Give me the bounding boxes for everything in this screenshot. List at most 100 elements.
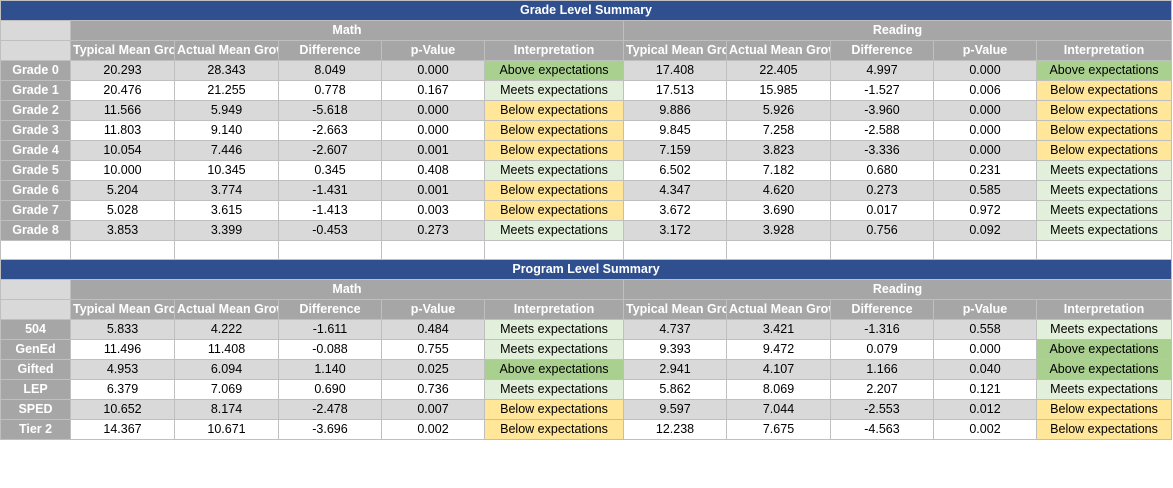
col-header-p-value[interactable]: p-Value [933,40,1037,61]
reading-interpretation-cell[interactable]: Meets expectations [1035,319,1173,340]
row-label-cell[interactable]: Grade 7 [0,200,71,221]
math-interpretation-cell[interactable]: Below expectations [484,419,624,440]
math-actual-mean-growth-cell[interactable]: 3.399 [174,220,279,241]
col-header-difference[interactable]: Difference [278,299,382,320]
program-summary-title[interactable]: Program Level Summary [0,259,1173,280]
empty-cell[interactable] [726,240,831,260]
col-header-p-value[interactable]: p-Value [933,299,1037,320]
math-difference-cell[interactable]: -0.453 [278,220,382,241]
row-label-cell[interactable]: Grade 4 [0,140,71,161]
reading-actual-mean-growth-cell[interactable]: 4.107 [726,359,831,380]
reading-difference-cell[interactable]: 0.079 [830,339,934,360]
reading-interpretation-cell[interactable]: Below expectations [1035,80,1173,101]
math-p-value-cell[interactable]: 0.000 [381,120,485,141]
reading-difference-cell[interactable]: -1.527 [830,80,934,101]
math-actual-mean-growth-cell[interactable]: 8.174 [174,399,279,420]
reading-actual-mean-growth-cell[interactable]: 22.405 [726,60,831,81]
reading-typical-mean-growth-cell[interactable]: 9.886 [623,100,727,121]
row-label-cell[interactable]: Grade 6 [0,180,71,201]
reading-p-value-cell[interactable]: 0.000 [933,120,1037,141]
reading-difference-cell[interactable]: -2.588 [830,120,934,141]
reading-interpretation-cell[interactable]: Above expectations [1035,60,1173,81]
math-typical-mean-growth-cell[interactable]: 3.853 [70,220,175,241]
math-p-value-cell[interactable]: 0.408 [381,160,485,181]
reading-actual-mean-growth-cell[interactable]: 4.620 [726,180,831,201]
reading-difference-cell[interactable]: 0.680 [830,160,934,181]
empty-cell[interactable] [933,240,1037,260]
math-difference-cell[interactable]: 0.345 [278,160,382,181]
math-p-value-cell[interactable]: 0.000 [381,100,485,121]
math-typical-mean-growth-cell[interactable]: 10.000 [70,160,175,181]
math-typical-mean-growth-cell[interactable]: 10.054 [70,140,175,161]
math-interpretation-cell[interactable]: Meets expectations [484,220,624,241]
reading-typical-mean-growth-cell[interactable]: 7.159 [623,140,727,161]
math-typical-mean-growth-cell[interactable]: 5.833 [70,319,175,340]
math-actual-mean-growth-cell[interactable]: 10.345 [174,160,279,181]
col-header-interpretation[interactable]: Interpretation [484,299,624,320]
math-actual-mean-growth-cell[interactable]: 4.222 [174,319,279,340]
reading-difference-cell[interactable]: 2.207 [830,379,934,400]
row-label-cell[interactable]: Grade 8 [0,220,71,241]
math-difference-cell[interactable]: 0.690 [278,379,382,400]
reading-p-value-cell[interactable]: 0.000 [933,60,1037,81]
empty-cell[interactable] [70,240,175,260]
reading-actual-mean-growth-cell[interactable]: 8.069 [726,379,831,400]
math-interpretation-cell[interactable]: Below expectations [484,120,624,141]
empty-cell[interactable] [623,240,727,260]
reading-actual-mean-growth-cell[interactable]: 7.182 [726,160,831,181]
row-label-cell[interactable]: LEP [0,379,71,400]
math-typical-mean-growth-cell[interactable]: 4.953 [70,359,175,380]
math-difference-cell[interactable]: -0.088 [278,339,382,360]
math-interpretation-cell[interactable]: Meets expectations [484,160,624,181]
empty-cell[interactable] [1035,240,1173,260]
math-interpretation-cell[interactable]: Below expectations [484,180,624,201]
reading-interpretation-cell[interactable]: Below expectations [1035,140,1173,161]
math-p-value-cell[interactable]: 0.755 [381,339,485,360]
row-label-cell[interactable]: Grade 3 [0,120,71,141]
col-header-interpretation[interactable]: Interpretation [1035,299,1173,320]
row-label-cell[interactable]: Grade 1 [0,80,71,101]
math-actual-mean-growth-cell[interactable]: 7.446 [174,140,279,161]
math-interpretation-cell[interactable]: Meets expectations [484,339,624,360]
reading-difference-cell[interactable]: -2.553 [830,399,934,420]
col-header-difference[interactable]: Difference [278,40,382,61]
reading-difference-cell[interactable]: 0.273 [830,180,934,201]
math-interpretation-cell[interactable]: Below expectations [484,200,624,221]
col-header-actual-mean-growth[interactable]: Actual Mean Growth [174,40,279,61]
math-difference-cell[interactable]: 8.049 [278,60,382,81]
reading-interpretation-cell[interactable]: Meets expectations [1035,160,1173,181]
reading-typical-mean-growth-cell[interactable]: 9.845 [623,120,727,141]
math-p-value-cell[interactable]: 0.484 [381,319,485,340]
reading-difference-cell[interactable]: -3.960 [830,100,934,121]
reading-actual-mean-growth-cell[interactable]: 3.690 [726,200,831,221]
reading-p-value-cell[interactable]: 0.012 [933,399,1037,420]
math-typical-mean-growth-cell[interactable]: 11.803 [70,120,175,141]
math-actual-mean-growth-cell[interactable]: 21.255 [174,80,279,101]
reading-difference-cell[interactable]: 0.756 [830,220,934,241]
math-p-value-cell[interactable]: 0.001 [381,140,485,161]
col-header-actual-mean-growth[interactable]: Actual Mean Growth [174,299,279,320]
reading-typical-mean-growth-cell[interactable]: 17.408 [623,60,727,81]
math-actual-mean-growth-cell[interactable]: 9.140 [174,120,279,141]
empty-cell[interactable] [484,240,624,260]
reading-p-value-cell[interactable]: 0.558 [933,319,1037,340]
group-math-header[interactable]: Math [70,279,624,300]
reading-actual-mean-growth-cell[interactable]: 7.258 [726,120,831,141]
math-typical-mean-growth-cell[interactable]: 10.652 [70,399,175,420]
reading-difference-cell[interactable]: 4.997 [830,60,934,81]
reading-actual-mean-growth-cell[interactable]: 3.823 [726,140,831,161]
math-p-value-cell[interactable]: 0.025 [381,359,485,380]
math-p-value-cell[interactable]: 0.167 [381,80,485,101]
math-p-value-cell[interactable]: 0.001 [381,180,485,201]
math-interpretation-cell[interactable]: Above expectations [484,60,624,81]
empty-cell[interactable] [381,240,485,260]
reading-difference-cell[interactable]: -1.316 [830,319,934,340]
math-difference-cell[interactable]: -3.696 [278,419,382,440]
reading-difference-cell[interactable]: 1.166 [830,359,934,380]
reading-difference-cell[interactable]: -4.563 [830,419,934,440]
reading-p-value-cell[interactable]: 0.002 [933,419,1037,440]
col-header-typical-mean-growth[interactable]: Typical Mean Growth [70,40,175,61]
reading-p-value-cell[interactable]: 0.000 [933,339,1037,360]
math-actual-mean-growth-cell[interactable]: 3.774 [174,180,279,201]
reading-typical-mean-growth-cell[interactable]: 6.502 [623,160,727,181]
